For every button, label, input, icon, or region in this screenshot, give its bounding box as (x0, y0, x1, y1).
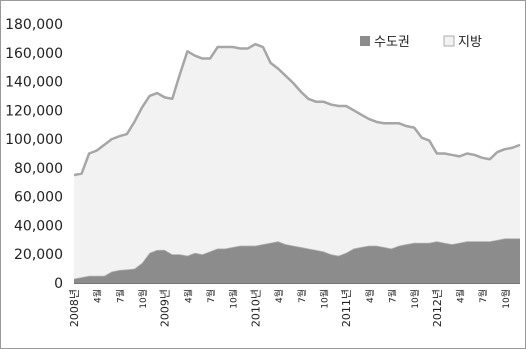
y-tick-label: 140,000 (5, 75, 63, 91)
x-tick-label: 2008년 (68, 289, 81, 327)
x-tick-label: 7월 (296, 289, 308, 303)
y-tick-label: 180,000 (5, 17, 63, 33)
y-tick-label: 100,000 (5, 132, 63, 148)
x-tick-label: 10월 (137, 289, 149, 309)
y-tick-label: 160,000 (5, 46, 63, 62)
x-tick-label: 10월 (409, 289, 421, 309)
x-tick-label: 10월 (318, 289, 330, 309)
x-axis: 2008년 4월 7월 10월 2009년 4월 7월 10월 2010년 4월 7월 10월 2011… (68, 283, 520, 327)
legend-swatch-수도권 (360, 36, 370, 46)
area-series-지방 (74, 44, 520, 279)
y-axis: 180,000 160,000 140,000 120,000 100,000 80,00… (5, 17, 63, 292)
x-tick-label: 10월 (500, 289, 512, 309)
x-tick-label: 4월 (273, 289, 285, 303)
x-tick-label: 4월 (455, 289, 467, 303)
y-tick-label: 60,000 (14, 190, 63, 206)
legend: 수도권 지방 (360, 35, 482, 50)
x-tick-label: 2010년 (249, 289, 262, 327)
x-tick-label: 7월 (477, 289, 489, 303)
legend-label-수도권: 수도권 (374, 35, 410, 50)
y-tick-label: 20,000 (14, 247, 63, 263)
x-tick-label: 4월 (364, 289, 376, 303)
x-tick-label: 4월 (92, 289, 104, 303)
x-tick-label: 7월 (386, 289, 398, 303)
y-tick-label: 40,000 (14, 218, 63, 234)
x-tick-label: 2012년 (431, 289, 444, 327)
x-tick-label: 2011년 (340, 289, 353, 327)
y-tick-label: 120,000 (5, 103, 63, 119)
area-series-수도권 (74, 238, 520, 283)
area-edge-지방 (73, 42, 521, 177)
legend-swatch-지방 (443, 35, 455, 47)
y-tick-label: 0 (54, 276, 63, 292)
x-tick-label: 7월 (205, 289, 217, 303)
legend-label-지방: 지방 (458, 35, 482, 50)
x-tick-label: 10월 (228, 289, 240, 309)
x-tick-label: 4월 (182, 289, 194, 303)
y-tick-label: 80,000 (14, 161, 63, 177)
plot-area (73, 42, 521, 283)
x-tick-label: 2009년 (159, 289, 172, 327)
x-tick-label: 7월 (114, 289, 126, 303)
